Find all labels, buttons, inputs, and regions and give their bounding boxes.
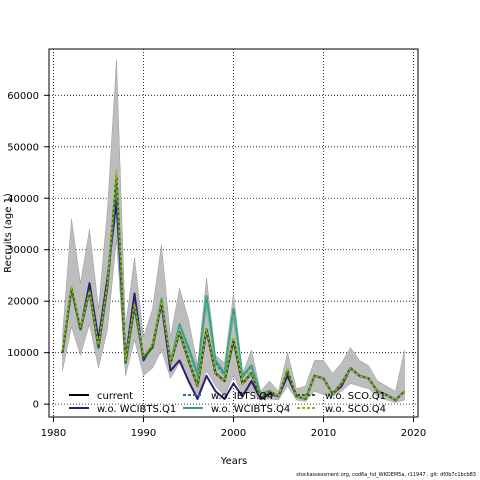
y-tick-label: 40000: [7, 194, 39, 205]
legend-label-wcibts-q1: w.o. WCIBTS.Q1: [97, 404, 176, 415]
y-tick-label: 10000: [7, 348, 39, 359]
x-tick-label: 2020: [401, 428, 426, 439]
x-axis: 1980 1990 2000 2010 2020: [41, 417, 426, 439]
y-axis-title: Recruits (age 1): [3, 193, 14, 273]
legend: current w.o. WCIBTS.Q1 w.o. IBTS.Q4 w.o.…: [69, 391, 386, 415]
x-tick-label: 1980: [41, 428, 66, 439]
footer-credit: stockassessment.org, cod6a_hd_WKDEM5a, r…: [296, 472, 476, 478]
series-lines: [61, 169, 406, 402]
legend-label-ibts-q4: w.o. IBTS.Q4: [211, 391, 273, 402]
y-axis: 0 10000 20000 30000 40000 50000 60000: [7, 91, 49, 411]
x-axis-title: Years: [220, 456, 247, 467]
y-tick-label: 0: [33, 400, 39, 411]
y-tick-label: 60000: [7, 91, 39, 102]
y-tick-label: 20000: [7, 297, 39, 308]
y-tick-label: 50000: [7, 142, 39, 153]
confidence-band: [62, 59, 405, 403]
legend-label-wcibts-q4: w.o. WCIBTS.Q4: [211, 404, 290, 415]
x-tick-label: 2000: [221, 428, 246, 439]
legend-label-sco-q1: w.o. SCO.Q1: [325, 391, 386, 402]
legend-label-current: current: [97, 391, 133, 402]
x-tick-label: 2010: [311, 428, 336, 439]
y-tick-label: 30000: [7, 245, 39, 256]
confidence-band-area: [62, 59, 405, 403]
x-tick-label: 1990: [131, 428, 156, 439]
series-line-6: [61, 169, 406, 401]
legend-label-sco-q4: w.o. SCO.Q4: [325, 404, 386, 415]
